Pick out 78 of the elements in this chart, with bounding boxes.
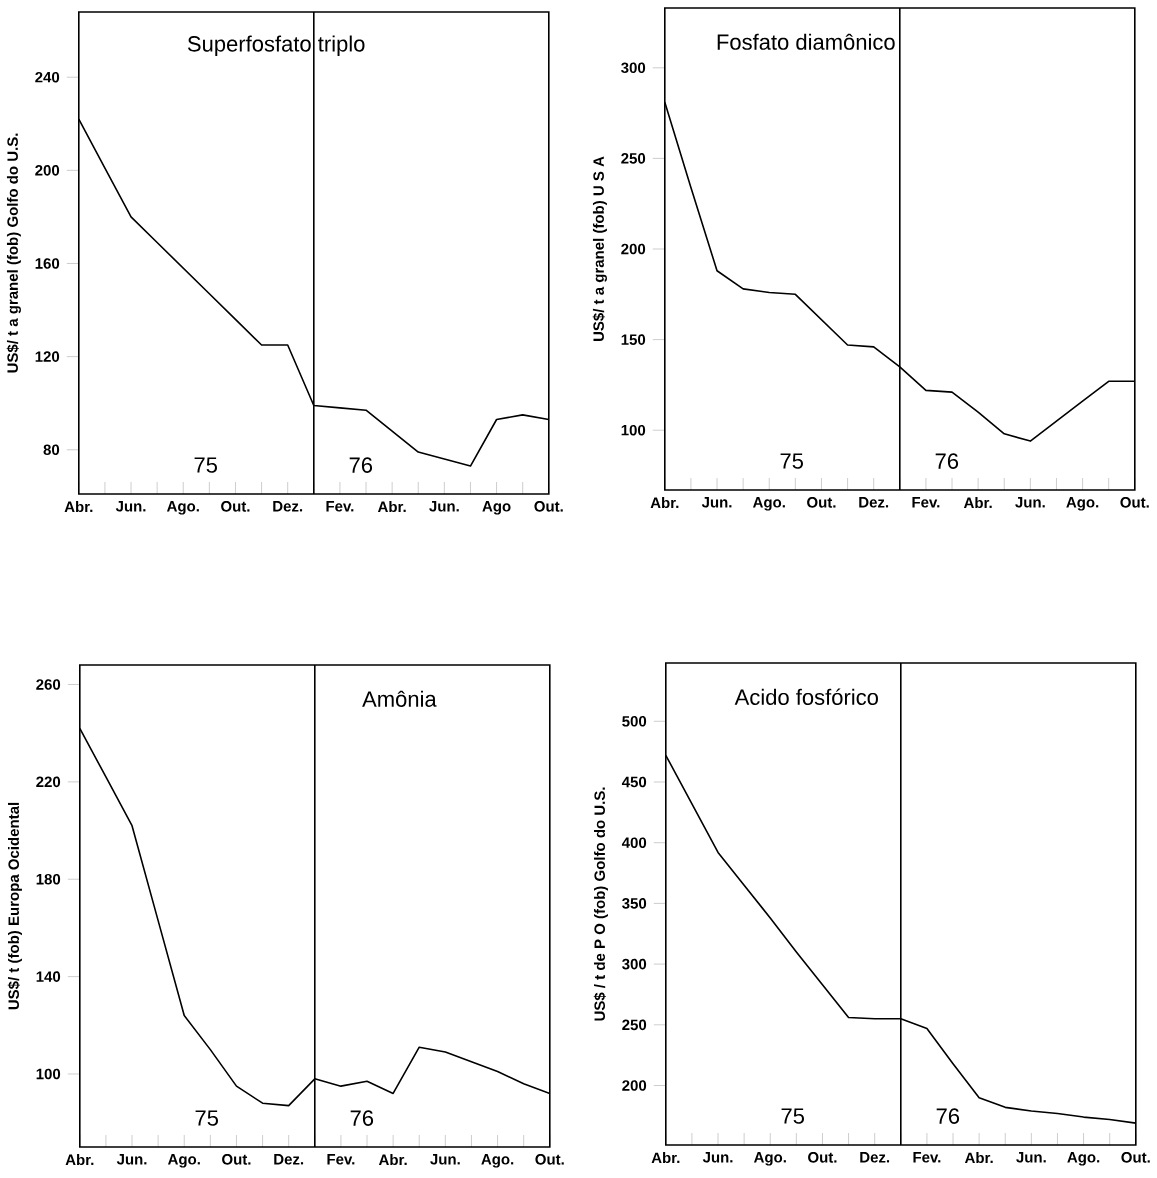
x-tick-label: Out. xyxy=(221,1154,251,1165)
x-tick-label: Dez. xyxy=(860,1152,889,1163)
x-tick-label: Out. xyxy=(535,1154,564,1165)
x-tick-label: Ago. xyxy=(481,1154,513,1168)
y-axis-title: US$/ t (fob) Europa Ocidental xyxy=(7,802,22,1010)
y-tick-label: 200 xyxy=(622,1080,646,1091)
x-tick-label: Jun. xyxy=(701,497,732,508)
x-tick-label: Abr. xyxy=(65,1154,94,1166)
y-tick-label: 150 xyxy=(621,334,645,345)
x-tick-label: Jun. xyxy=(116,1154,147,1165)
y-tick-label: 160 xyxy=(35,258,59,269)
y-tick-label: 300 xyxy=(620,62,645,74)
x-tick-label: Dez. xyxy=(274,1154,303,1165)
x-tick-label: Abr. xyxy=(964,1152,993,1164)
y-tick-label: 300 xyxy=(621,958,646,970)
x-tick-label: Abr. xyxy=(650,497,679,509)
x-tick-label: Abr. xyxy=(378,1154,407,1166)
y-axis-title: US$/ t a granel (fob) Golfo do U.S. xyxy=(6,133,21,373)
x-tick-label: Fev. xyxy=(327,1154,355,1165)
y-tick-label: 80 xyxy=(43,444,59,456)
x-tick-label: Ago. xyxy=(167,1154,200,1168)
x-tick-label: Out. xyxy=(1121,1152,1150,1163)
annotation: 75 xyxy=(195,1110,218,1126)
x-tick-label: Ago. xyxy=(1067,1152,1099,1166)
x-tick-label: Out. xyxy=(807,1152,837,1163)
x-tick-label: Out. xyxy=(220,501,250,512)
x-tick-label: Ago. xyxy=(753,1152,786,1166)
x-tick-label: Out. xyxy=(806,497,836,508)
x-tick-label: Fev. xyxy=(326,501,354,512)
y-tick-label: 250 xyxy=(621,153,645,164)
annotation: 75 xyxy=(194,457,217,473)
text: Fosfato diamônico xyxy=(717,33,895,50)
x-tick-label: Abr. xyxy=(963,497,992,509)
annotation: 76 xyxy=(350,1110,373,1126)
x-tick-label: Fev. xyxy=(913,1152,941,1163)
x-tick-label: Fev. xyxy=(912,497,940,508)
x-tick-label: Jun. xyxy=(1014,497,1045,508)
x-tick-label: Out. xyxy=(1120,497,1149,508)
y-tick-label: 350 xyxy=(621,898,646,909)
y-tick-label: 260 xyxy=(36,679,60,690)
annotation: 76 xyxy=(936,1108,959,1124)
x-tick-label: Ago xyxy=(482,501,511,515)
y-tick-label: 500 xyxy=(621,715,646,727)
x-tick-label: Out. xyxy=(534,501,563,512)
text: Acido fosfórico xyxy=(734,688,878,705)
y-tick-label: 100 xyxy=(621,424,645,436)
annotation: 76 xyxy=(349,457,372,473)
y-tick-label: 120 xyxy=(35,351,59,362)
x-tick-label: Jun. xyxy=(1015,1152,1046,1163)
y-tick-label: 100 xyxy=(36,1068,60,1080)
x-tick-label: Abr. xyxy=(377,501,406,513)
x-tick-label: Jun. xyxy=(429,1154,460,1165)
y-tick-label: 240 xyxy=(35,71,59,83)
x-tick-label: Dez. xyxy=(273,501,302,512)
x-tick-label: Jun. xyxy=(702,1152,733,1163)
x-tick-label: Abr. xyxy=(64,501,93,513)
y-axis-title: US$ / t de P O (fob) Golfo do U.S. xyxy=(593,787,608,1021)
x-tick-label: Dez. xyxy=(859,497,888,508)
x-tick-label: Jun. xyxy=(115,501,146,512)
y-tick-label: 250 xyxy=(622,1019,646,1031)
y-tick-label: 220 xyxy=(36,776,60,788)
y-tick-label: 180 xyxy=(36,873,60,885)
annotation: 75 xyxy=(781,1108,804,1124)
y-tick-label: 200 xyxy=(35,165,59,176)
x-tick-label: Abr. xyxy=(651,1152,680,1164)
y-tick-label: 200 xyxy=(621,243,645,255)
y-tick-label: 140 xyxy=(36,971,60,982)
annotation: 75 xyxy=(780,453,803,469)
annotation: 76 xyxy=(935,453,958,469)
x-tick-label: Ago. xyxy=(752,497,785,511)
x-tick-label: Ago. xyxy=(166,501,199,515)
y-tick-label: 400 xyxy=(621,837,646,849)
y-axis-title: US$/ t a granel (fob) U S A xyxy=(592,156,607,342)
text: Superfosfato triplo xyxy=(187,35,365,56)
x-tick-label: Jun. xyxy=(428,501,459,512)
text: Amônia xyxy=(361,690,437,707)
y-tick-label: 450 xyxy=(621,776,646,788)
x-tick-label: Ago. xyxy=(1066,497,1098,511)
